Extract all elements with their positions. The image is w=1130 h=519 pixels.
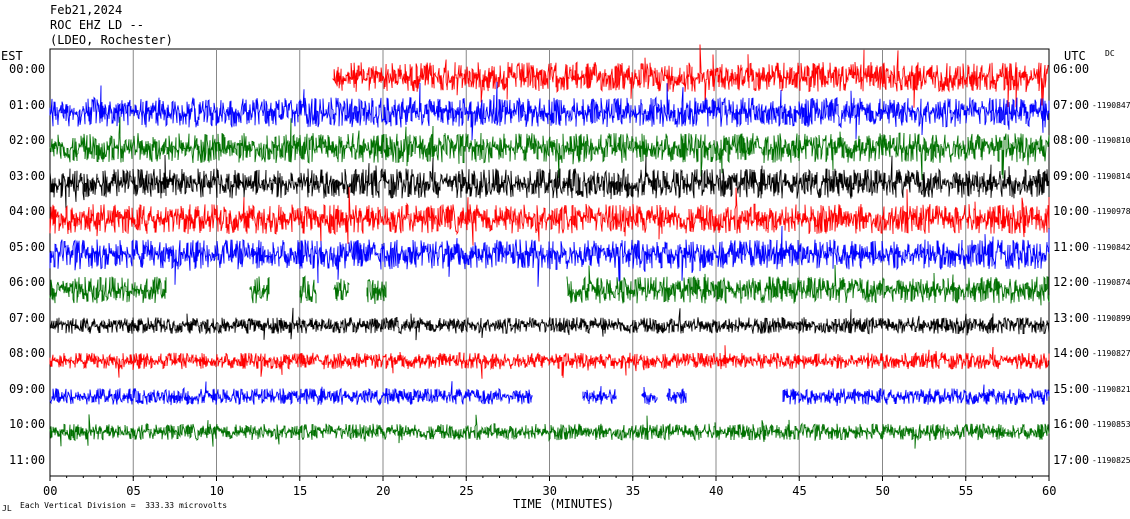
utc-hour-label: 15:00 [1053, 381, 1090, 396]
utc-axis-label: UTC [1064, 49, 1086, 63]
dc-offset-value: -1190899 [1092, 313, 1130, 323]
est-hour-label: 01:00 [9, 97, 46, 112]
x-tick-label: 20 [376, 484, 391, 498]
dc-offset-value: -1190814 [1092, 171, 1130, 181]
est-hour-label: 07:00 [9, 310, 46, 325]
trace-1000 [49, 414, 1050, 449]
utc-hour-label: 06:00 [1053, 62, 1090, 76]
trace-0800 [49, 345, 1050, 379]
dc-offset-value: -1190853 [1092, 420, 1130, 429]
est-hour-label: 04:00 [9, 204, 46, 218]
trace-0700 [49, 307, 1050, 341]
trace-group [49, 44, 1050, 449]
est-hour-label: 09:00 [9, 381, 46, 396]
utc-hour-label: 14:00 [1053, 346, 1090, 360]
x-tick-label: 15 [292, 484, 308, 498]
est-hour-label: 03:00 [9, 168, 46, 183]
dc-offset-value: -1190825 [1092, 455, 1130, 465]
utc-hour-label: 16:00 [1053, 417, 1090, 431]
dc-offset-value: -1190827 [1092, 349, 1130, 358]
utc-hour-label: 07:00 [1053, 97, 1090, 112]
plot-date: Feb21,2024 [50, 3, 123, 17]
x-tick-label: 05 [126, 484, 141, 498]
station-network: (LDEO, Rochester) [50, 33, 173, 47]
est-hour-label: 00:00 [9, 62, 46, 76]
x-tick-label: 40 [709, 484, 724, 498]
trace-0000 [332, 44, 1049, 109]
x-tick-label: 00 [43, 484, 58, 498]
trace-0500 [49, 225, 1050, 287]
trace-0900 [49, 381, 1050, 407]
utc-hour-label: 12:00 [1053, 275, 1090, 289]
trace-0100 [49, 81, 1050, 141]
x-tick-label: 50 [875, 484, 890, 498]
x-axis-title: TIME (MINUTES) [513, 497, 615, 511]
est-hour-label: 08:00 [9, 346, 46, 360]
x-tick-label: 30 [542, 484, 557, 498]
x-tick-label: 60 [1042, 484, 1057, 498]
dc-offset-value: -1190821 [1092, 384, 1130, 394]
est-hour-label: 02:00 [9, 133, 46, 147]
est-hour-label: 06:00 [9, 275, 46, 289]
station-code: ROC EHZ LD -- [50, 18, 144, 32]
utc-hour-label: 17:00 [1053, 452, 1090, 467]
est-hour-label: 10:00 [9, 417, 46, 431]
dc-offset-value: -1190842 [1092, 242, 1130, 252]
utc-hour-label: 09:00 [1053, 168, 1090, 183]
x-tick-label: 45 [792, 484, 807, 498]
x-tick-label: 35 [625, 484, 641, 498]
utc-hour-label: 13:00 [1053, 310, 1090, 325]
dc-label: DC [1105, 49, 1115, 58]
est-axis-label: EST [1, 49, 23, 63]
x-tick-label: 25 [459, 484, 474, 498]
trace-0600 [49, 264, 1050, 306]
trace-0300 [49, 154, 1050, 210]
utc-hour-label: 10:00 [1053, 204, 1090, 218]
utc-hour-label: 11:00 [1053, 239, 1090, 254]
trace-0400 [49, 186, 1050, 246]
corner-mark: JL [2, 504, 12, 513]
dc-offset-value: -1190810 [1092, 136, 1130, 145]
x-tick-label: 10 [209, 484, 224, 498]
scale-caption: Each Vertical Division = 333.33 microvol… [20, 501, 228, 510]
est-hour-label: 05:00 [9, 239, 46, 254]
est-hour-label: 11:00 [9, 452, 46, 467]
dc-offset-value: -1190847 [1092, 100, 1130, 110]
x-tick-label: 55 [958, 484, 974, 498]
dc-offset-value: -1190874 [1092, 278, 1130, 287]
dc-offset-value: -1190978 [1092, 207, 1130, 216]
utc-hour-label: 08:00 [1053, 133, 1090, 147]
trace-0200 [49, 116, 1050, 181]
